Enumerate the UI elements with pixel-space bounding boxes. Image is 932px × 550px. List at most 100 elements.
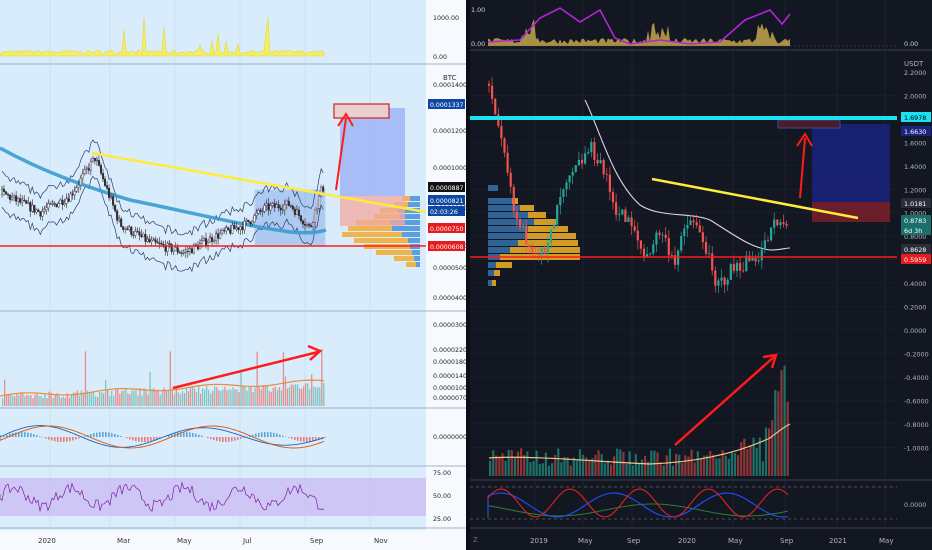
volume-profile-bar — [488, 262, 496, 268]
volume-profile-bar — [488, 233, 526, 239]
macd-bar — [90, 434, 92, 437]
candle-body — [571, 171, 574, 176]
volume-profile-bar — [414, 256, 420, 261]
candle-body — [649, 253, 652, 255]
candle-body — [158, 242, 161, 245]
macd-bar — [225, 437, 227, 442]
candle-body — [118, 218, 121, 221]
volume-bar — [119, 393, 121, 406]
volume-profile-bar — [394, 256, 414, 261]
macd-bar — [9, 433, 11, 437]
volume-profile-bar — [520, 205, 534, 211]
candle-body — [184, 250, 187, 253]
price-tick-label: 0.0001000 — [433, 165, 467, 172]
macd-bar — [51, 437, 53, 441]
candle-body — [618, 214, 621, 216]
macd-bar — [234, 437, 236, 441]
candle-body — [723, 277, 726, 285]
volume-bar — [258, 386, 260, 406]
volume-bar — [100, 392, 103, 406]
macd-bar — [6, 434, 8, 437]
volume-bar — [133, 390, 135, 406]
volume-bar — [535, 450, 538, 476]
volume-profile-bar — [492, 280, 496, 286]
volume-bar — [105, 380, 107, 406]
macd-bar — [168, 435, 170, 437]
candle-body — [85, 168, 88, 170]
candle-body — [559, 196, 562, 206]
candle-body — [132, 234, 135, 236]
candle-body — [55, 203, 58, 208]
volume-bar — [50, 392, 52, 406]
candle-body — [279, 207, 282, 211]
volume-bar — [557, 448, 560, 476]
candle-body — [17, 198, 20, 202]
volume-bar — [305, 383, 307, 406]
left-rsi-line — [0, 481, 325, 512]
candle-body — [757, 260, 760, 262]
volume-profile-bar — [488, 247, 510, 253]
volume-profile-bar — [488, 280, 492, 286]
macd-bar — [147, 437, 149, 442]
macd-bar — [15, 432, 17, 437]
candle-body — [110, 196, 113, 198]
macd-bar — [153, 437, 155, 441]
volume-profile-bar — [398, 208, 420, 213]
candle-body — [97, 160, 100, 166]
macd-bar — [48, 437, 50, 440]
candle-body — [205, 238, 208, 246]
right-volume-arrow — [674, 353, 778, 446]
volume-bar — [129, 394, 131, 406]
macd-signal-line — [0, 425, 325, 449]
left-plot-background — [0, 0, 426, 530]
candle-body — [89, 161, 92, 171]
volume-bar — [103, 393, 105, 406]
time-label: 2019 — [530, 537, 548, 545]
macd-bar — [132, 437, 134, 441]
volume-bar — [715, 458, 718, 476]
candle-body — [25, 200, 28, 204]
volume-profile-bar — [488, 270, 494, 276]
volume-profile-bar — [392, 226, 420, 231]
volume-bar — [665, 455, 668, 476]
volume-bar — [317, 387, 319, 406]
volume-bar — [302, 386, 305, 406]
candle-body — [148, 238, 151, 243]
candle-body — [689, 220, 692, 226]
candle-body — [580, 159, 584, 164]
price-tick-label: 2.0000 — [904, 92, 926, 100]
candle-body — [534, 252, 537, 254]
candle-body — [27, 202, 30, 204]
candle-body — [128, 226, 131, 230]
volume-bar — [569, 465, 572, 476]
time-label: Sep — [310, 537, 324, 545]
volume-bar — [699, 458, 702, 476]
candle-body — [593, 142, 596, 160]
volume-bar — [195, 392, 198, 406]
candle-body — [33, 204, 36, 213]
macd-bar — [192, 432, 194, 437]
right-target-box-blue — [812, 124, 890, 202]
volume-profile-bar — [406, 262, 416, 267]
candle-body — [726, 279, 729, 285]
candle-body — [708, 253, 711, 255]
volume-bar — [298, 388, 301, 406]
candle-body — [318, 195, 321, 209]
candle-body — [114, 205, 117, 212]
volume-bar — [38, 395, 40, 406]
volume-bar — [216, 387, 218, 406]
candle-body — [680, 236, 683, 251]
candle-body — [531, 247, 534, 253]
price-tick-label: -1.0000 — [904, 444, 929, 452]
volume-bar — [606, 460, 609, 476]
volume-bar — [529, 462, 532, 476]
time-label: May — [177, 537, 191, 545]
right-price-tags: 1.6978 1.6630 1.0181 0.8783 6d 3h 0.8628 0.595… — [901, 112, 931, 264]
candle-body — [624, 209, 627, 223]
volume-bar — [264, 385, 266, 406]
macd-bar — [189, 432, 191, 437]
macd-bar — [150, 437, 152, 442]
price-tick-label: 1.2000 — [904, 186, 926, 194]
time-axis-settings-icon[interactable]: Z — [473, 536, 478, 544]
volume-bar — [690, 449, 693, 476]
